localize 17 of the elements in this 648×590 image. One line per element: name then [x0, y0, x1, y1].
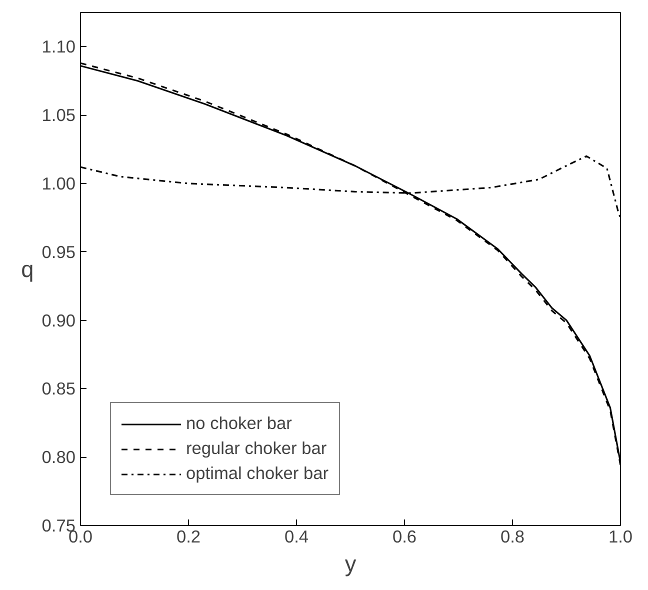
x-tick-label: 0.6 [392, 526, 417, 546]
legend-label: optimal choker bar [186, 463, 329, 484]
y-tick-label: 1.05 [42, 105, 76, 126]
x-tick-label: 1.0 [608, 526, 633, 546]
x-tick-label: 0.8 [500, 526, 525, 546]
y-tick-label: 1.10 [42, 36, 76, 57]
y-tick-label: 0.85 [42, 378, 76, 399]
x-axis-title: y [344, 550, 357, 576]
y-tick-label: 0.90 [42, 310, 76, 330]
legend-label: no choker bar [186, 413, 292, 434]
x-tick-label: 0.4 [284, 526, 309, 546]
x-tick-label: 0.2 [176, 526, 201, 546]
legend-label: regular choker bar [186, 438, 327, 459]
y-axis-title: q [21, 256, 34, 282]
y-tick-label: 1.00 [42, 174, 76, 194]
y-tick-label: 0.80 [42, 447, 76, 468]
y-tick-label: 0.95 [42, 242, 76, 262]
